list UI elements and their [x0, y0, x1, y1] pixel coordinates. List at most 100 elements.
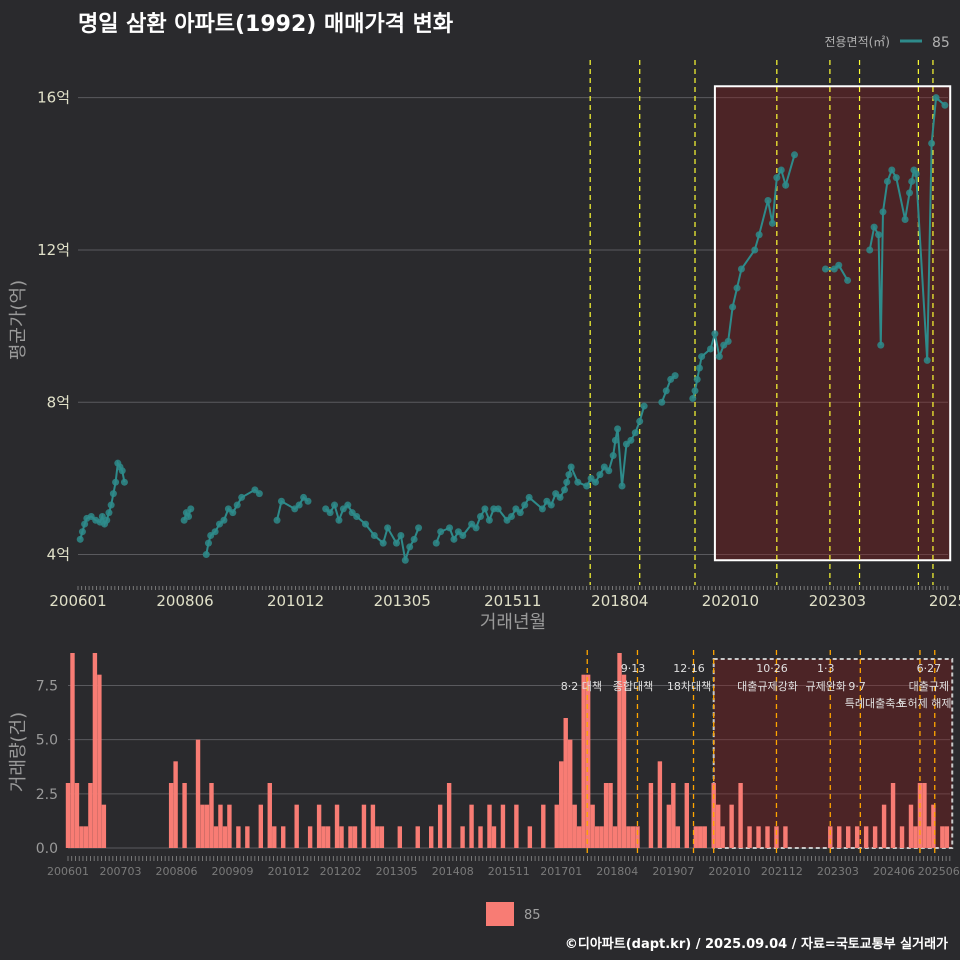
- data-point: [567, 463, 575, 471]
- bar: [931, 804, 936, 848]
- bar: [572, 804, 577, 848]
- bar: [854, 826, 860, 848]
- data-point: [835, 261, 843, 269]
- bar: [603, 783, 609, 848]
- bar: [828, 826, 833, 848]
- bar: [294, 804, 299, 848]
- data-point: [331, 501, 339, 509]
- bar: [738, 783, 743, 848]
- data-point: [446, 524, 454, 532]
- bar: [559, 761, 564, 848]
- bar: [478, 826, 483, 848]
- data-point: [361, 520, 369, 528]
- data-point: [782, 181, 790, 189]
- bar: [890, 783, 896, 848]
- x-tick-label: 201511: [484, 592, 541, 610]
- bar: [675, 826, 681, 848]
- bar: [168, 783, 174, 848]
- bar-x-tick-label: 200703: [99, 865, 141, 878]
- bar: [361, 804, 367, 848]
- data-point: [693, 375, 701, 383]
- bar: [630, 826, 636, 848]
- x-tick-label: 202010: [702, 592, 759, 610]
- policy-annotation: 6·27: [917, 662, 942, 675]
- bar-y-tick-label: 5.0: [36, 733, 58, 749]
- policy-annotation: 특례대출축소: [845, 697, 906, 710]
- data-point: [344, 501, 352, 509]
- data-point: [507, 512, 515, 520]
- bar: [756, 826, 761, 848]
- policy-annotation: 규제완화: [806, 680, 846, 693]
- bar: [487, 804, 492, 848]
- bar: [899, 826, 905, 848]
- data-point: [521, 501, 529, 509]
- bar: [469, 804, 474, 848]
- bar: [429, 826, 434, 848]
- data-point: [370, 532, 378, 540]
- bar: [500, 804, 506, 848]
- bar: [715, 804, 721, 848]
- data-point: [755, 231, 763, 239]
- bar: [837, 826, 842, 848]
- data-point: [773, 174, 781, 182]
- data-point: [737, 265, 745, 273]
- bar: [446, 783, 452, 848]
- x-tick-label: 201305: [374, 592, 431, 610]
- x-tick-label: 201804: [591, 592, 648, 610]
- bar: [213, 826, 219, 848]
- bar-x-tick-label: 201012: [268, 865, 310, 878]
- data-point: [401, 556, 409, 564]
- bar: [281, 826, 286, 848]
- data-point: [609, 452, 617, 460]
- bar: [460, 826, 465, 848]
- data-point: [459, 532, 467, 540]
- y-tick-label: 8억: [47, 393, 70, 411]
- data-point: [238, 493, 246, 501]
- bar: [671, 783, 676, 848]
- data-point: [273, 516, 281, 524]
- data-point: [233, 501, 241, 509]
- data-point: [392, 539, 400, 547]
- data-point: [791, 151, 799, 159]
- data-point: [326, 509, 334, 517]
- bar: [940, 826, 945, 848]
- data-point: [671, 372, 679, 380]
- data-point: [691, 387, 699, 395]
- data-point: [565, 471, 573, 479]
- bar: [541, 804, 546, 848]
- bar-y-tick-label: 0.0: [36, 841, 58, 857]
- data-point: [821, 265, 829, 273]
- data-point: [476, 512, 484, 520]
- data-point: [724, 337, 732, 345]
- bar: [321, 826, 326, 848]
- highlight-box: [713, 85, 952, 562]
- x-axis-title: 거래년월: [480, 612, 546, 633]
- data-point: [112, 478, 120, 486]
- bar-x-tick-label: 202112: [761, 865, 803, 878]
- bar-legend-swatch: [486, 902, 514, 926]
- series-line: [205, 488, 260, 555]
- data-point: [204, 539, 212, 547]
- bar-x-tick-label: 201511: [488, 865, 530, 878]
- data-point: [220, 516, 228, 524]
- bar: [348, 826, 353, 848]
- data-point: [627, 436, 635, 444]
- data-point: [277, 497, 285, 505]
- bar: [635, 826, 640, 848]
- bar: [101, 804, 107, 848]
- bar: [908, 804, 914, 848]
- bar: [846, 826, 851, 848]
- series-line: [79, 460, 126, 540]
- data-point: [715, 353, 723, 361]
- bar: [272, 826, 277, 848]
- data-point: [912, 170, 920, 178]
- bar: [657, 761, 663, 848]
- data-point: [525, 493, 533, 501]
- data-point: [76, 535, 84, 543]
- policy-annotation: 12·16: [673, 662, 705, 675]
- bar: [693, 826, 698, 848]
- data-point: [618, 482, 626, 490]
- data-point: [877, 341, 885, 349]
- x-tick-label: 200601: [49, 592, 106, 610]
- legend-title: 전용면적(㎡): [824, 35, 890, 49]
